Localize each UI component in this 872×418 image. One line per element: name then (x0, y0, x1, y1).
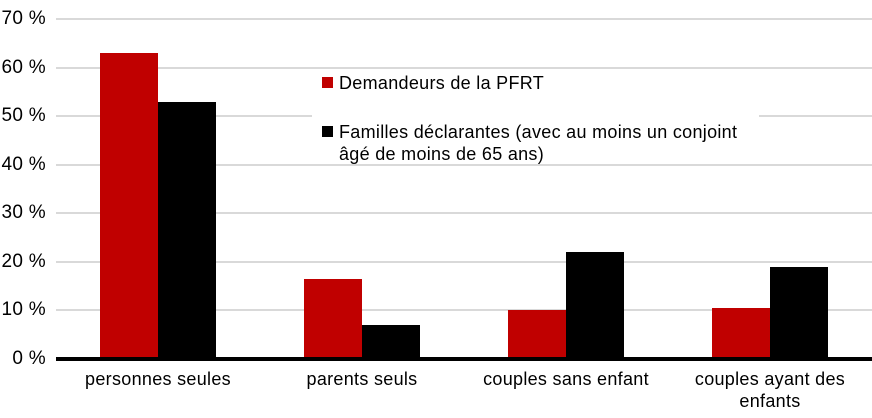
bar (566, 252, 624, 359)
y-tick-label: 60 % (1, 56, 46, 78)
x-axis-line (56, 357, 872, 361)
legend-item: Demandeurs de la PFRT (322, 72, 759, 94)
y-tick-label: 10 % (1, 299, 46, 321)
legend-swatch (322, 126, 333, 137)
gridline (56, 163, 872, 166)
gridline (56, 260, 872, 263)
gridline (56, 18, 872, 20)
gridline (56, 66, 872, 69)
x-category-label: parents seuls (306, 369, 418, 389)
y-tick-label: 30 % (1, 202, 46, 224)
legend: Demandeurs de la PFRT Familles déclarante… (312, 70, 759, 165)
legend-swatch (322, 77, 333, 88)
y-tick-label: 0 % (12, 348, 46, 369)
bar (158, 101, 216, 359)
y-tick-label: 70 % (1, 8, 46, 29)
bar (770, 266, 828, 359)
legend-item: Familles déclarantes (avec au moins un c… (322, 121, 759, 165)
bar (712, 308, 770, 359)
legend-label: Demandeurs de la PFRT (339, 73, 545, 93)
y-tick-label: 50 % (1, 105, 46, 127)
bar (362, 325, 420, 359)
x-category-label: couples ayant des enfants (694, 369, 846, 411)
gridline (56, 212, 872, 215)
bar (100, 53, 158, 359)
legend-label: Familles déclarantes (avec au moins un c… (339, 122, 738, 164)
x-category-label: personnes seules (85, 369, 231, 389)
y-tick-label: 40 % (1, 153, 46, 175)
bar (508, 310, 566, 359)
gridline (56, 309, 872, 312)
x-category-label: couples sans enfant (483, 369, 649, 389)
bar (304, 278, 362, 359)
y-tick-label: 20 % (1, 250, 46, 272)
